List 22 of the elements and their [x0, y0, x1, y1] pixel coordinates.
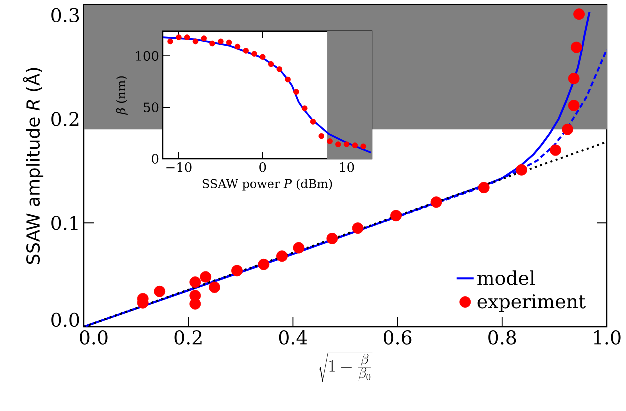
x-axis-title: $\sqrt{1-\frac{\beta}{\beta_0}}$: [319, 352, 373, 382]
x-tick-label: −10: [166, 162, 192, 172]
x-tick-label: 0.8: [488, 330, 516, 345]
y-axis-title: β (nm): [116, 76, 128, 116]
x-tick-label: 1.0: [594, 330, 621, 345]
x-axis-title: SSAW power P (dBm): [202, 179, 332, 191]
legend-label: model: [478, 270, 536, 286]
y-tick-label: 100: [136, 51, 159, 61]
legend-label: experiment: [478, 294, 586, 312]
x-tick-label: 0.4: [279, 330, 308, 345]
x-tick-label: 10: [340, 162, 354, 172]
y-tick-label: 50: [144, 102, 159, 112]
x-tick-label: 0.2: [174, 330, 202, 345]
x-tick-label: 0: [260, 162, 266, 172]
y-tick-label: 0.1: [52, 216, 78, 230]
x-tick-label: 0.6: [384, 330, 412, 345]
x-tick-label: 0.0: [80, 330, 108, 345]
y-tick-label: 0: [152, 154, 159, 164]
y-tick-label: 0.3: [52, 8, 80, 23]
y-tick-label: 0.2: [52, 112, 79, 126]
y-axis-title: SSAW amplitude R (Å): [23, 68, 44, 264]
y-tick-label: 0.0: [52, 312, 80, 328]
